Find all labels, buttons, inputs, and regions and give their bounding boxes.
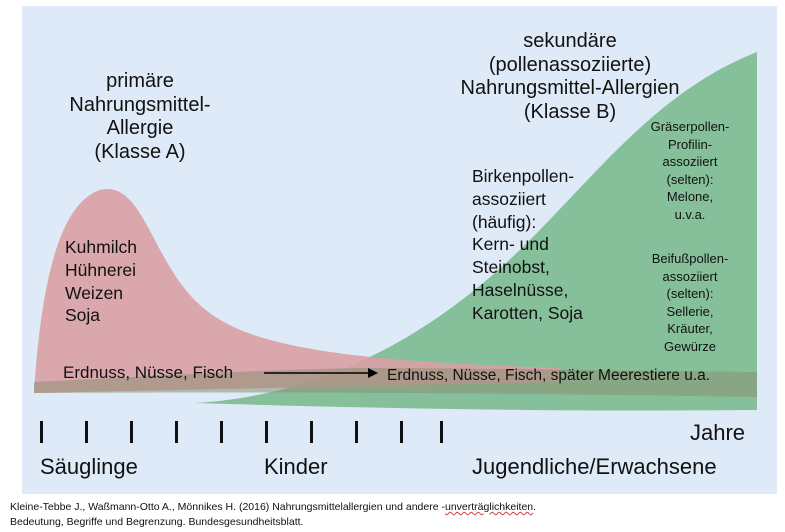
stage-label-children: Kinder	[264, 454, 328, 479]
band-right-label: Erdnuss, Nüsse, Fisch, später Meerestier…	[387, 367, 711, 384]
birch-line: Kern- und	[472, 234, 549, 255]
arrow-head	[368, 368, 378, 378]
mugwort-line: Beifußpollen-	[651, 251, 729, 266]
stage-label-adults: Jugendliche/Erwachsene	[472, 454, 717, 479]
overlap-band	[34, 368, 757, 397]
grass-line: Gräserpollen-	[650, 119, 730, 134]
citation-line-2: Bedeutung, Begriffe und Begrenzung. Bund…	[10, 516, 304, 529]
primary-line-1: primäre	[106, 70, 174, 92]
primary-title: primäre Nahrungsmittel- Allergie (Klasse…	[50, 70, 230, 164]
citation-part: unverträglichkeiten	[445, 501, 534, 513]
grass-pollen-list: Gräserpollen- Profilin- assoziiert (selt…	[640, 118, 740, 223]
mugwort-line: Gewürze	[663, 338, 717, 354]
grass-line: Profilin-	[667, 136, 713, 152]
secondary-title: sekundäre (pollenassoziierte) Nahrungsmi…	[440, 30, 700, 124]
citation-part: .	[533, 501, 537, 513]
birch-line: Haselnüsse,	[472, 279, 569, 300]
mugwort-line: Sellerie,	[666, 303, 714, 319]
red-area-primary	[34, 189, 560, 393]
grass-line: assoziiert	[662, 154, 718, 170]
secondary-line-3: Nahrungsmittel-Allergien	[460, 77, 680, 100]
birch-line: Karotten, Soja	[472, 302, 583, 323]
primary-food-item: Hühnerei	[65, 259, 137, 280]
axis-tick	[265, 421, 268, 443]
citation-line-1: Kleine-Tebbe J., Waßmann-Otto A., Mönnik…	[10, 500, 750, 515]
band-left-label: Erdnuss, Nüsse, Fisch	[63, 363, 234, 382]
primary-food-item: Kuhmilch	[65, 237, 137, 257]
axis-tick	[310, 421, 313, 443]
birch-line: Steinobst,	[472, 257, 550, 277]
mugwort-line: Kräuter,	[667, 321, 713, 337]
secondary-line-4: (Klasse B)	[523, 100, 617, 123]
axis-label-jahre: Jahre	[690, 420, 746, 445]
secondary-line-2: (pollenassoziierte)	[488, 53, 652, 76]
axis-tick	[175, 421, 178, 443]
citation-part: Kleine-Tebbe J., Waßmann-Otto A., Mönnik…	[10, 501, 445, 513]
birch-line: (häufig):	[472, 211, 537, 232]
axis-tick	[440, 421, 443, 443]
grass-line: (selten):	[666, 171, 714, 187]
axis-tick	[40, 421, 43, 443]
grass-line: u.v.a.	[674, 206, 706, 222]
axis-tick	[130, 421, 133, 443]
primary-food-item: Soja	[65, 305, 101, 326]
primary-food-item: Weizen	[65, 282, 124, 303]
primary-foods-list: Kuhmilch Hühnerei Weizen Soja	[65, 236, 137, 327]
mugwort-pollen-list: Beifußpollen- assoziiert (selten): Selle…	[640, 250, 740, 355]
primary-line-4: (Klasse A)	[94, 140, 186, 163]
stage-label-infants: Säuglinge	[40, 454, 138, 479]
primary-line-2: Nahrungsmittel-	[69, 93, 211, 116]
grass-line: Melone,	[666, 189, 714, 205]
axis-tick	[220, 421, 223, 443]
primary-line-3: Allergie	[106, 117, 174, 140]
axis-tick	[85, 421, 88, 443]
birch-line: assoziiert	[472, 188, 546, 209]
age-axis-ticks	[40, 421, 460, 443]
secondary-line-1: sekundäre	[523, 30, 617, 52]
green-area-secondary	[195, 52, 757, 411]
mugwort-line: (selten):	[666, 286, 714, 302]
birch-pollen-list: Birkenpollen- assoziiert (häufig): Kern-…	[472, 165, 583, 324]
axis-tick	[355, 421, 358, 443]
mugwort-line: assoziiert	[662, 268, 718, 284]
birch-line: Birkenpollen-	[472, 166, 575, 186]
axis-tick	[400, 421, 403, 443]
citation: Kleine-Tebbe J., Waßmann-Otto A., Mönnik…	[10, 500, 750, 530]
